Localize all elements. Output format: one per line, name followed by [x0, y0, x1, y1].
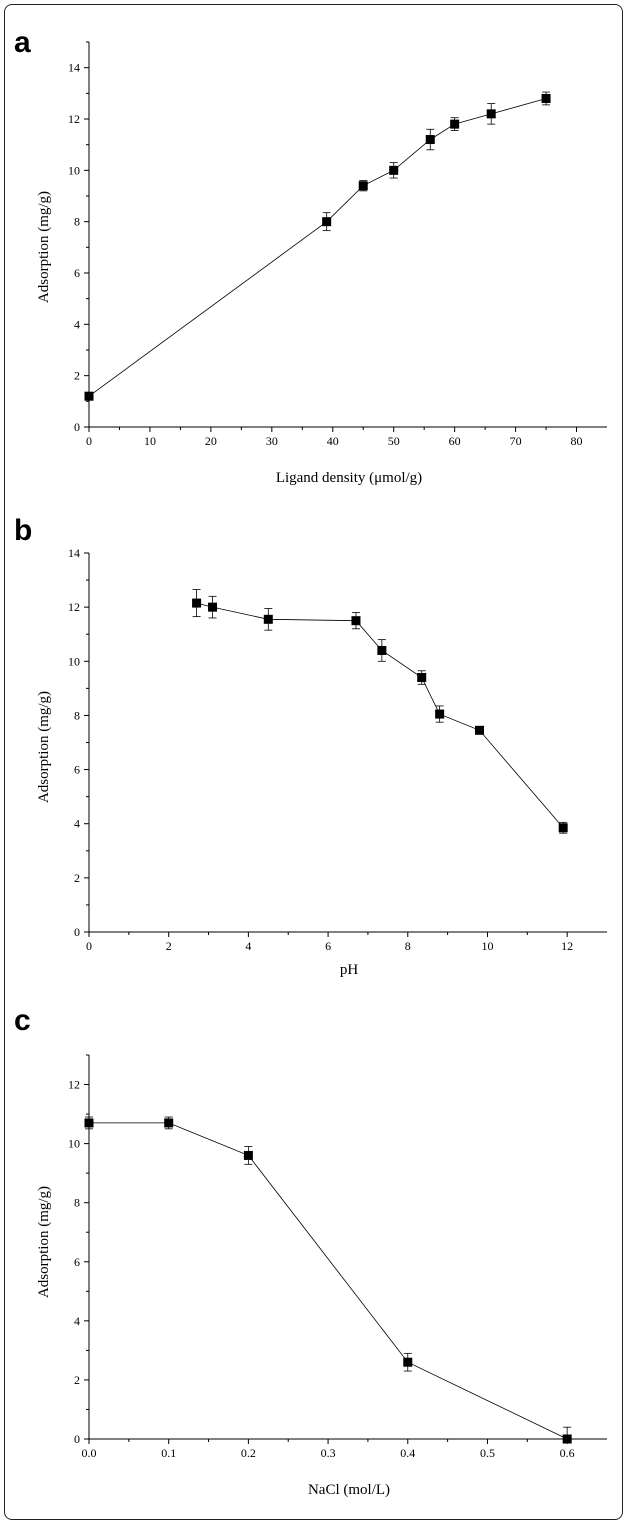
y-tick-label: 2	[74, 1373, 80, 1387]
x-tick-label: 0.5	[480, 1446, 495, 1460]
data-point	[84, 391, 94, 401]
x-tick-label: 0.3	[321, 1446, 336, 1460]
y-tick-label: 10	[68, 654, 80, 668]
marks-c	[84, 1116, 572, 1444]
x-tick-label: 8	[405, 939, 411, 953]
y-tick-label: 8	[74, 1196, 80, 1210]
data-point	[192, 598, 202, 608]
series-line	[88, 98, 547, 397]
y-tick-label: 8	[74, 215, 80, 229]
series-line	[196, 602, 564, 829]
y-tick-label: 2	[74, 369, 80, 383]
x-tick-label: 0.4	[400, 1446, 415, 1460]
data-point	[562, 1434, 572, 1444]
axes-b: 0 2 4 6 8 10 12 0 2 4 6 8 10 12 14	[68, 546, 607, 953]
y-tick-label: 0	[74, 925, 80, 939]
y-axis-title-b: Adsorption (mg/g)	[36, 691, 52, 803]
y-tick-label: 12	[68, 112, 80, 126]
x-tick-label: 40	[327, 434, 339, 448]
data-point	[208, 602, 218, 612]
x-tick-label: 12	[561, 939, 573, 953]
y-tick-label: 6	[74, 266, 80, 280]
data-point	[358, 181, 368, 191]
y-tick-label: 0	[74, 1432, 80, 1446]
chart-panel-a: a 0 10 20 30 40 50 60 70 80 0 2 4 6 8 10 12 14 Ligand de…	[14, 26, 607, 486]
x-tick-label: 80	[571, 434, 583, 448]
x-tick-label: 0.0	[82, 1446, 97, 1460]
x-tick-label: 30	[266, 434, 278, 448]
y-tick-label: 12	[68, 1078, 80, 1092]
data-point	[450, 119, 460, 129]
y-tick-label: 10	[68, 163, 80, 177]
x-axis-title-a: Ligand density (μmol/g)	[276, 470, 422, 486]
y-tick-label: 6	[74, 1255, 80, 1269]
y-tick-label: 14	[68, 61, 80, 75]
data-point	[541, 93, 551, 103]
marks-b	[192, 589, 568, 834]
x-tick-label: 0.6	[560, 1446, 575, 1460]
data-point	[351, 616, 361, 626]
data-point	[417, 673, 427, 683]
data-point	[389, 165, 399, 175]
y-tick-label: 4	[74, 817, 80, 831]
x-tick-label: 10	[481, 939, 493, 953]
panel-label-a: a	[14, 26, 31, 59]
y-tick-label: 0	[74, 420, 80, 434]
y-axis-title-c: Adsorption (mg/g)	[36, 1186, 52, 1298]
series-line	[89, 1122, 568, 1440]
x-tick-label: 60	[449, 434, 461, 448]
data-point	[425, 135, 435, 145]
data-point	[322, 217, 332, 227]
data-point	[243, 1150, 253, 1160]
y-tick-label: 14	[68, 546, 80, 560]
marks-a	[84, 91, 551, 401]
x-tick-label: 10	[144, 434, 156, 448]
x-tick-label: 4	[245, 939, 251, 953]
x-tick-label: 20	[205, 434, 217, 448]
data-point	[558, 823, 568, 833]
x-tick-label: 6	[325, 939, 331, 953]
axes-c: 0.0 0.1 0.2 0.3 0.4 0.5 0.6 0 2 4 6 8 10 12	[68, 1054, 607, 1460]
x-tick-label: 50	[388, 434, 400, 448]
data-point	[403, 1357, 413, 1367]
x-tick-label: 0	[86, 434, 92, 448]
data-point	[263, 614, 273, 624]
data-point	[84, 1118, 94, 1128]
panel-label-c: c	[14, 1004, 31, 1037]
y-tick-label: 8	[74, 708, 80, 722]
panel-label-b: b	[14, 514, 32, 547]
x-tick-label: 0.2	[241, 1446, 256, 1460]
x-tick-label: 2	[166, 939, 172, 953]
chart-panel-b: b 0 2 4 6 8 10 12 0 2 4 6 8 10 12 14 pH Adsorption (mg…	[14, 514, 607, 978]
x-tick-label: 70	[510, 434, 522, 448]
y-tick-label: 4	[74, 317, 80, 331]
axes-a: 0 10 20 30 40 50 60 70 80 0 2 4 6 8 10 12 14	[68, 41, 607, 448]
y-tick-label: 12	[68, 600, 80, 614]
data-point	[486, 109, 496, 119]
y-axis-title-a: Adsorption (mg/g)	[36, 191, 52, 303]
x-axis-title-b: pH	[340, 962, 359, 978]
x-tick-label: 0.1	[161, 1446, 176, 1460]
chart-panel-c: c 0.0 0.1 0.2 0.3 0.4 0.5 0.6 0 2 4 6 8 10 12 NaCl (m…	[14, 1004, 607, 1498]
y-tick-label: 4	[74, 1314, 80, 1328]
x-tick-label: 0	[86, 939, 92, 953]
data-point	[377, 645, 387, 655]
data-point	[164, 1118, 174, 1128]
data-point	[435, 709, 445, 719]
y-tick-label: 10	[68, 1137, 80, 1151]
y-tick-label: 6	[74, 763, 80, 777]
y-tick-label: 2	[74, 871, 80, 885]
x-axis-title-c: NaCl (mol/L)	[308, 1482, 390, 1498]
figure-frame	[4, 4, 623, 1520]
data-point	[474, 725, 484, 735]
